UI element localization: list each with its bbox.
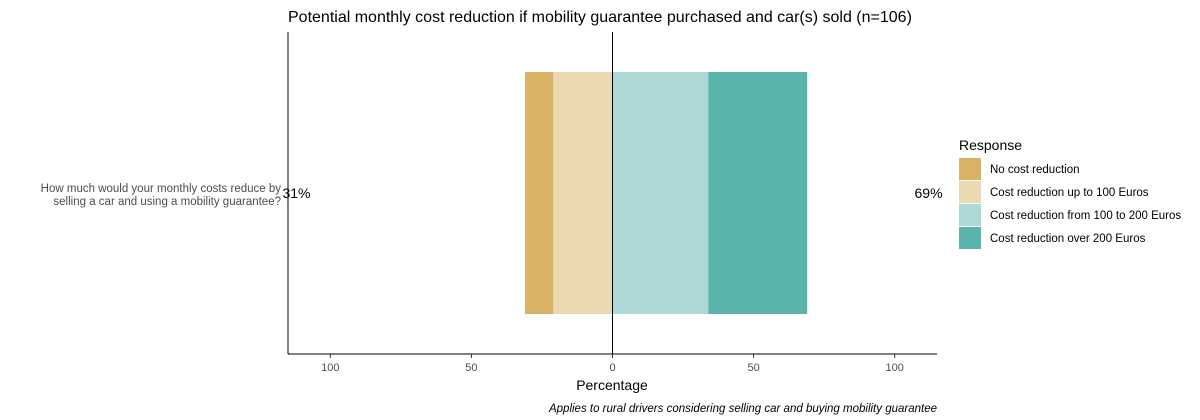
chart-title: Potential monthly cost reduction if mobi…	[288, 9, 912, 26]
x-tick-label: 100	[321, 362, 339, 374]
legend-label: Cost reduction from 100 to 200 Euros	[990, 210, 1181, 222]
plot-area: 31% 69%	[282, 32, 943, 355]
legend: Response No cost reduction Cost reduction…	[959, 137, 1181, 249]
x-tick-label: 0	[609, 362, 615, 374]
legend-label: Cost reduction over 200 Euros	[990, 233, 1146, 245]
bar-segments	[525, 72, 808, 314]
y-tick-label-line-2: selling a car and using a mobility guara…	[53, 196, 281, 208]
legend-swatch	[959, 227, 981, 249]
x-tick-label: 50	[465, 362, 477, 374]
y-tick-label-line-1: How much would your monthly costs reduce…	[41, 183, 282, 195]
y-axis-labels: How much would your monthly costs reduce…	[41, 183, 282, 208]
legend-label: No cost reduction	[990, 164, 1080, 176]
bar-cost-reduction-over-200-euros	[708, 72, 808, 314]
x-tick-label: 100	[885, 362, 903, 374]
legend-items: No cost reduction Cost reduction up to 10…	[959, 158, 1181, 249]
legend-swatch	[959, 204, 981, 226]
left-total-label: 31%	[282, 185, 310, 201]
legend-title: Response	[959, 137, 1022, 153]
bar-cost-reduction-up-to-100-euros	[553, 72, 613, 314]
bar-no-cost-reduction	[525, 72, 554, 314]
bar-cost-reduction-from-100-to-200-euros	[612, 72, 709, 314]
chart-caption: Applies to rural drivers considering sel…	[548, 403, 937, 415]
x-axis-ticks: 100 50 0 50 100	[321, 354, 904, 374]
x-tick-label: 50	[747, 362, 759, 374]
right-total-label: 69%	[915, 185, 943, 201]
legend-swatch	[959, 181, 981, 203]
legend-swatch	[959, 158, 981, 180]
legend-label: Cost reduction up to 100 Euros	[990, 187, 1149, 199]
x-axis-title: Percentage	[576, 377, 648, 393]
